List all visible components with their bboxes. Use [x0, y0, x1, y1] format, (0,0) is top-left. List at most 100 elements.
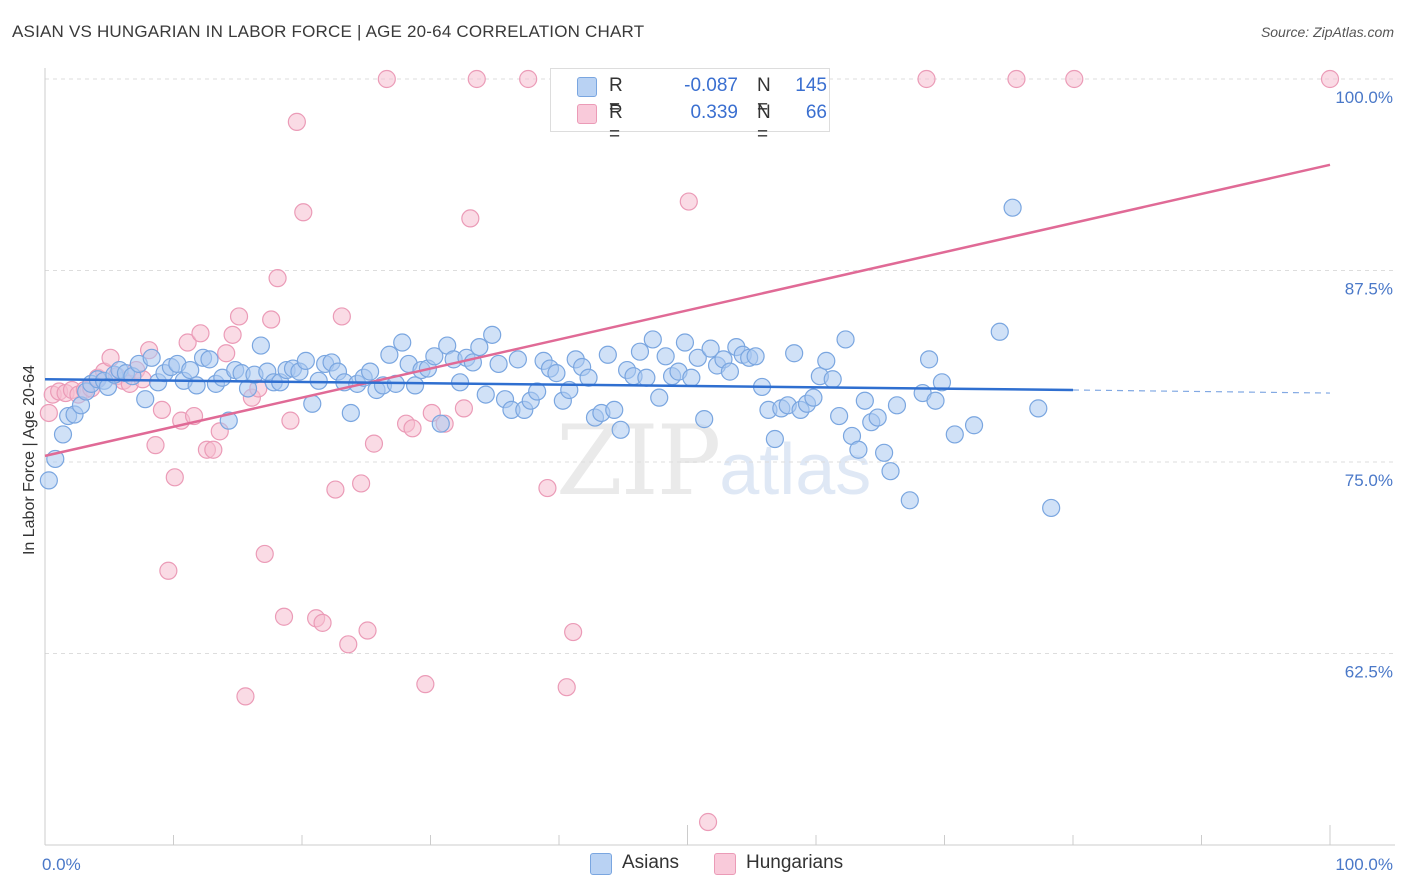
asian-point-133 [887, 396, 907, 415]
hungarian-point-60 [557, 678, 576, 697]
asian-point-34 [251, 336, 270, 355]
asian-point-74 [508, 350, 527, 369]
hungarian-point-47 [358, 621, 377, 640]
asian-point-123 [823, 370, 842, 389]
asian-point-132 [881, 462, 900, 481]
hungarian-point-22 [178, 333, 197, 352]
y-tick-label-0: 100.0% [1335, 88, 1393, 107]
asians-points [39, 198, 1061, 518]
x-tick-label-0: 0.0% [42, 855, 81, 874]
asian-point-17 [142, 348, 161, 367]
hungarian-point-26 [204, 440, 223, 459]
bottom-legend-label-asians: Asians [622, 852, 680, 873]
asian-point-125 [836, 330, 855, 349]
asian-point-43 [309, 371, 328, 390]
asian-point-54 [380, 345, 399, 364]
asian-point-97 [656, 347, 675, 366]
asian-point-51 [361, 362, 380, 381]
asian-point-144 [1042, 498, 1061, 518]
hungarian-point-56 [461, 209, 480, 228]
bottom-legend-label-hungarians: Hungarians [746, 852, 844, 873]
asian-point-102 [688, 348, 707, 367]
asian-point-100 [675, 333, 695, 352]
hungarian-point-39 [287, 112, 306, 131]
hungarian-point-45 [339, 635, 358, 654]
hungarian-point-67 [1320, 69, 1340, 89]
hungarian-point-51 [403, 419, 422, 438]
hungarian-point-37 [274, 607, 294, 626]
asian-point-89 [605, 400, 624, 420]
asian-point-70 [483, 325, 502, 344]
legend-n-value-asians: 145 [795, 75, 827, 96]
hungarian-point-44 [332, 307, 351, 326]
hungarians-points [39, 69, 1340, 832]
hungarian-point-59 [538, 478, 557, 498]
asian-point-90 [611, 420, 630, 439]
hungarian-point-35 [262, 310, 281, 329]
hungarian-point-43 [326, 480, 345, 499]
hungarian-point-24 [191, 324, 210, 343]
asian-point-136 [919, 350, 939, 369]
tick-labels: 100.0% 87.5% 75.0% 62.5% 0.0% 100.0% [42, 88, 1393, 874]
hungarian-point-38 [281, 411, 300, 430]
legend-swatch-asians [577, 77, 597, 97]
asians-trend-extension [1072, 389, 1331, 394]
hungarian-point-31 [236, 687, 255, 706]
hungarian-point-57 [467, 69, 486, 89]
hungarian-point-10 [101, 348, 120, 367]
bottom-legend-swatch-hungarians [714, 853, 736, 875]
asian-point-142 [1003, 198, 1022, 217]
asian-point-61 [425, 347, 444, 366]
asian-point-131 [875, 443, 894, 462]
hungarian-point-28 [217, 344, 236, 363]
asian-point-114 [765, 429, 784, 449]
hungarian-point-48 [364, 434, 384, 453]
asian-point-120 [804, 388, 823, 407]
legend-r-value-hungarians: 0.339 [690, 102, 738, 123]
watermark-atlas: atlas [719, 430, 872, 510]
hungarian-point-65 [1007, 69, 1026, 89]
asian-point-104 [701, 339, 720, 358]
y-tick-label-1: 87.5% [1345, 280, 1393, 299]
asian-point-140 [964, 416, 984, 435]
asian-point-122 [817, 351, 836, 370]
hungarian-point-66 [1065, 69, 1084, 89]
legend-r-label: R = [609, 75, 623, 118]
legend-r-label: R = [609, 102, 623, 145]
hungarian-point-19 [159, 561, 178, 580]
hungarian-point-46 [352, 474, 371, 493]
asian-point-48 [341, 403, 360, 423]
legend-swatch-hungarians [577, 104, 597, 124]
asian-point-77 [528, 382, 547, 401]
axes [44, 68, 1395, 846]
asian-point-141 [990, 322, 1009, 341]
hungarian-point-29 [223, 325, 242, 344]
hungarian-point-64 [917, 69, 936, 89]
asian-point-26 [200, 350, 219, 369]
asian-point-69 [476, 385, 495, 404]
asian-point-139 [945, 425, 964, 444]
asian-point-96 [650, 388, 669, 407]
hungarian-point-55 [454, 399, 474, 418]
asian-point-71 [489, 354, 508, 374]
chart-title: ASIAN VS HUNGARIAN IN LABOR FORCE | AGE … [12, 22, 645, 41]
asian-point-41 [296, 351, 315, 370]
asian-point-130 [868, 408, 887, 427]
asian-point-2 [53, 425, 73, 444]
asian-point-137 [926, 391, 945, 410]
asian-point-0 [39, 471, 58, 490]
asian-point-134 [900, 491, 919, 510]
hungarian-point-18 [152, 400, 172, 420]
asian-point-68 [470, 338, 489, 357]
hungarian-point-52 [416, 675, 435, 694]
asian-point-23 [181, 360, 200, 380]
asian-point-16 [136, 390, 155, 409]
hungarian-point-61 [564, 622, 583, 642]
hungarians-trend-line [44, 163, 1331, 458]
asians-trend-line [44, 378, 1074, 392]
y-tick-label-2: 75.0% [1345, 471, 1393, 490]
hungarian-point-34 [255, 544, 274, 564]
trend-lines [44, 163, 1331, 458]
asian-point-62 [431, 414, 450, 433]
